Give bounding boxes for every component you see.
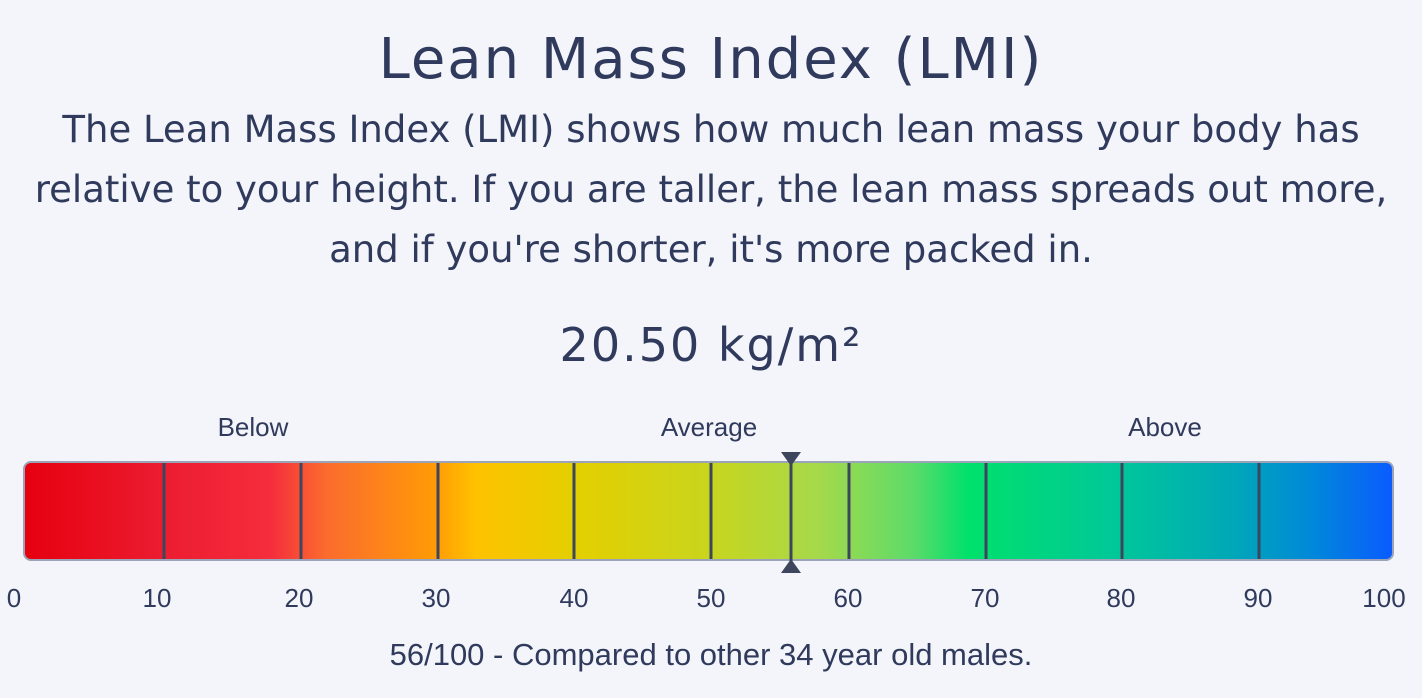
gauge-divider — [299, 463, 303, 559]
marker-top-triangle-icon — [780, 452, 801, 466]
scale-tick-label: 30 — [421, 583, 451, 613]
scale-tick-label: 70 — [970, 583, 1000, 613]
gauge-divider — [1120, 463, 1124, 559]
percentile-gauge-bar — [23, 461, 1394, 561]
lmi-value: 20.50 kg/m² — [559, 318, 863, 372]
lmi-description: The Lean Mass Index (LMI) shows how much… — [34, 108, 1388, 271]
gauge-divider — [162, 463, 166, 559]
scale-tick-label: 0 — [6, 583, 22, 613]
gauge-divider — [984, 463, 988, 559]
gauge-divider — [436, 463, 440, 559]
zone-label-above: Above — [1128, 412, 1202, 442]
page-title: Lean Mass Index (LMI) — [378, 27, 1044, 92]
gauge-divider — [847, 463, 851, 559]
scale-tick-label: 60 — [833, 583, 863, 613]
gauge-divider — [1257, 463, 1261, 559]
zone-label-average: Average — [660, 412, 758, 442]
marker-bottom-triangle-icon — [780, 559, 801, 573]
scale-tick-label: 50 — [696, 583, 726, 613]
percentile-marker — [789, 460, 793, 562]
percentile-footer: 56/100 - Compared to other 34 year old m… — [389, 637, 1033, 672]
zone-label-below: Below — [217, 412, 289, 442]
gauge-divider — [709, 463, 713, 559]
scale-tick-label: 100 — [1362, 583, 1406, 613]
gauge-divider — [572, 463, 576, 559]
scale-tick-label: 40 — [559, 583, 589, 613]
scale-tick-label: 90 — [1243, 583, 1273, 613]
scale-tick-label: 10 — [142, 583, 172, 613]
scale-tick-label: 20 — [284, 583, 314, 613]
scale-tick-label: 80 — [1106, 583, 1136, 613]
